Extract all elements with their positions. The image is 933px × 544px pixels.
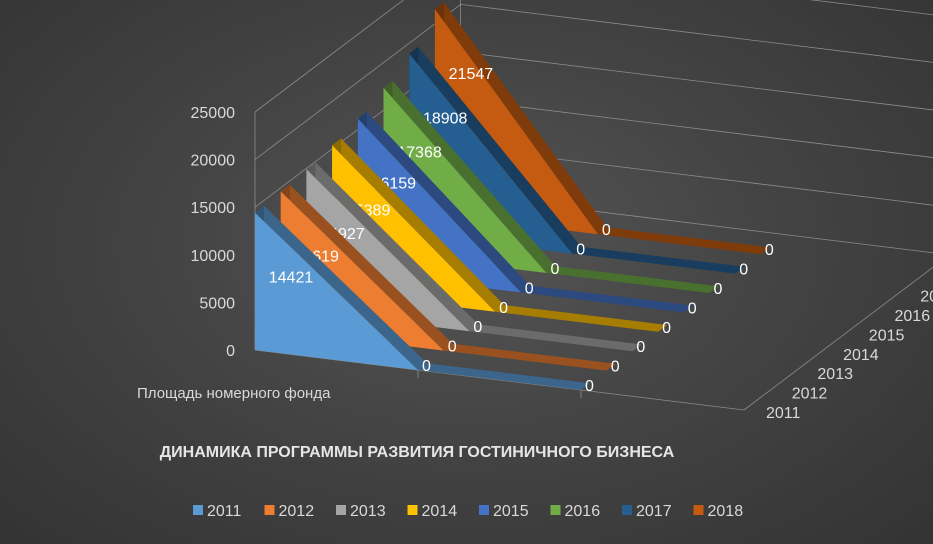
y-tick-label: 5000 — [199, 295, 235, 312]
gridline — [254, 0, 933, 113]
data-label: 0 — [602, 222, 611, 239]
category-label: Площадь номерного фонда — [137, 385, 331, 402]
legend-swatch — [622, 505, 632, 515]
y-axis-ticks: 0 5000 10000 15000 20000 25000 — [191, 105, 236, 360]
legend-item-2012: 2012 — [264, 503, 315, 520]
data-label: 14421 — [269, 270, 314, 287]
area-face — [255, 212, 581, 390]
data-label: 0 — [448, 339, 457, 356]
legend-item-2017: 2017 — [622, 503, 672, 520]
legend-label: 2012 — [279, 503, 315, 520]
legend-swatch — [336, 505, 346, 515]
data-label: 0 — [739, 262, 748, 279]
depth-axis-label: 2014 — [843, 347, 879, 364]
floor-edge — [743, 266, 933, 411]
data-label: 0 — [765, 242, 774, 259]
data-label: 21547 — [449, 66, 494, 83]
y-tick-label: 25000 — [191, 105, 236, 122]
data-label: 0 — [688, 300, 697, 317]
depth-axis-label: 2015 — [869, 327, 905, 344]
depth-axis-label: 2016 — [895, 308, 931, 325]
area-top-facet — [520, 285, 693, 313]
data-label: 0 — [714, 281, 723, 298]
legend-item-2016: 2016 — [550, 503, 601, 520]
category-labels: 20112012201320142015201620172018Площадь … — [137, 289, 933, 422]
legend-item-2018: 2018 — [693, 503, 744, 520]
y-tick-label: 20000 — [191, 153, 236, 170]
data-label: 0 — [422, 358, 431, 375]
chart-series: 2154700189080017368001615900153890014927… — [255, 2, 774, 395]
legend-item-2014: 2014 — [407, 503, 458, 520]
area-top-facet — [418, 363, 590, 390]
legend-label: 2015 — [493, 503, 529, 520]
legend-item-2013: 2013 — [336, 503, 386, 520]
area-top-facet — [357, 111, 530, 293]
area-top-facet — [597, 227, 770, 255]
area-top-facet — [443, 343, 616, 371]
legend-item-2011: 2011 — [193, 503, 242, 520]
legend-label: 2014 — [422, 503, 458, 520]
depth-axis-label: 2017 — [920, 289, 933, 306]
legend-label: 2016 — [565, 503, 601, 520]
area-top-facet — [306, 162, 479, 332]
data-label: 0 — [525, 280, 534, 297]
area-top-facet — [409, 46, 582, 254]
y-tick-label: 0 — [226, 343, 235, 360]
legend-item-2015: 2015 — [479, 503, 529, 520]
area-top-facet — [469, 324, 642, 352]
legend-label: 2011 — [207, 503, 242, 520]
legend-swatch — [264, 505, 275, 515]
legend-swatch — [693, 505, 704, 515]
data-label: 18908 — [423, 111, 468, 128]
area-top-facet — [255, 205, 427, 370]
data-label: 0 — [662, 320, 671, 337]
y-tick-label: 15000 — [191, 200, 236, 217]
legend: 2011 2012 2013 2014 2015 2016 2017 2018 — [193, 503, 743, 520]
data-label: 0 — [576, 242, 585, 259]
legend-swatch — [550, 505, 561, 515]
area-top-facet — [280, 184, 453, 351]
legend-swatch — [407, 505, 418, 515]
area-top-facet — [572, 246, 745, 274]
depth-axis-label: 2011 — [766, 405, 801, 422]
chart-title: ДИНАМИКА ПРОГРАММЫ РАЗВИТИЯ ГОСТИНИЧНОГО… — [160, 444, 675, 461]
depth-axis-label: 2012 — [792, 386, 828, 403]
data-label: 0 — [585, 378, 594, 395]
data-label: 0 — [636, 339, 645, 356]
data-label: 0 — [611, 359, 620, 376]
legend-label: 2018 — [708, 503, 744, 520]
depth-axis-label: 2013 — [817, 366, 853, 383]
gridline — [254, 3, 933, 160]
area-top-facet — [383, 80, 556, 274]
y-tick-label: 10000 — [191, 248, 236, 265]
legend-swatch — [479, 505, 489, 515]
data-label: 0 — [499, 300, 508, 317]
area-top-facet — [546, 266, 719, 293]
data-label: 0 — [551, 261, 560, 278]
area-top-facet — [495, 305, 668, 332]
data-label: 0 — [473, 319, 482, 336]
area-top-facet — [332, 138, 505, 312]
legend-label: 2013 — [350, 503, 386, 520]
area-top-facet — [434, 2, 607, 235]
legend-label: 2017 — [636, 503, 672, 520]
legend-swatch — [193, 505, 203, 515]
